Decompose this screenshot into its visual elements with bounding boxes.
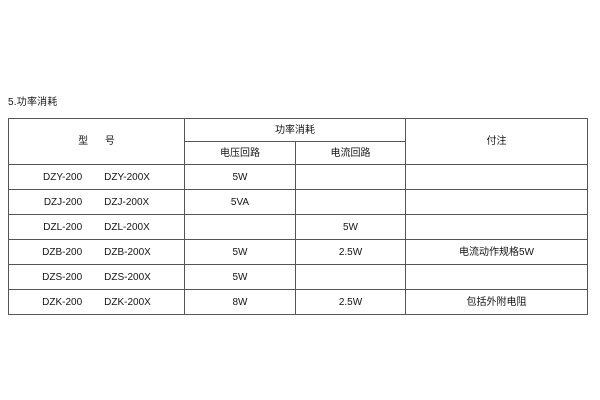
cell-voltage-circuit [184,214,296,240]
cell-model: DZB-200 DZB-200X [8,239,185,265]
cell-model: DZS-200 DZS-200X [8,264,185,290]
header-cell-power-consumption: 功率消耗 [184,118,406,142]
cell-model: DZL-200 DZL-200X [8,214,185,240]
header-cell-remark: 付注 [405,118,588,165]
cell-model-b: DZL-200X [104,221,150,233]
cell-model-a: DZK-200 [42,296,83,308]
cell-model-a: DZB-200 [42,246,83,258]
cell-model-b: DZB-200X [104,246,151,258]
cell-remark: 包括外附电阻 [405,289,588,315]
power-consumption-table: 型 号 功率消耗 付注 电压回路 电流回路 DZY-200 DZY-200X 5… [8,118,588,315]
table-row: DZS-200 DZS-200X 5W [8,264,588,290]
cell-voltage-circuit: 5W [184,264,296,290]
cell-remark: 电流动作规格5W [405,239,588,265]
cell-current-circuit [295,264,406,290]
cell-remark [405,264,588,290]
cell-remark [405,214,588,240]
table-header-row-1: 型 号 功率消耗 付注 [8,118,588,165]
cell-current-circuit [295,189,406,215]
cell-model-b: DZJ-200X [104,196,150,208]
cell-current-circuit: 2.5W [295,289,406,315]
section-title: 5.功率消耗 [8,97,58,108]
power-consumption-table-container: 型 号 功率消耗 付注 电压回路 电流回路 DZY-200 DZY-200X 5… [8,118,588,315]
cell-current-circuit: 5W [295,214,406,240]
header-label-model: 型 号 [78,136,122,147]
cell-current-circuit: 2.5W [295,239,406,265]
cell-model: DZY-200 DZY-200X [8,164,185,190]
cell-remark [405,189,588,215]
cell-voltage-circuit: 8W [184,289,296,315]
table-row: DZB-200 DZB-200X 5W 2.5W 电流动作规格5W [8,239,588,265]
cell-current-circuit [295,164,406,190]
cell-model-b: DZK-200X [104,296,151,308]
cell-model: DZK-200 DZK-200X [8,289,185,315]
cell-voltage-circuit: 5W [184,164,296,190]
header-cell-model: 型 号 [8,118,185,165]
cell-model-b: DZY-200X [104,171,150,183]
table-row: DZK-200 DZK-200X 8W 2.5W 包括外附电阻 [8,289,588,315]
header-cell-voltage-circuit: 电压回路 [184,141,296,165]
header-cell-current-circuit: 电流回路 [295,141,406,165]
cell-model-a: DZJ-200 [43,196,83,208]
table-row: DZJ-200 DZJ-200X 5VA [8,189,588,215]
cell-voltage-circuit: 5VA [184,189,296,215]
table-row: DZL-200 DZL-200X 5W [8,214,588,240]
cell-model-a: DZY-200 [43,171,83,183]
cell-remark [405,164,588,190]
cell-model-a: DZS-200 [42,271,83,283]
cell-model: DZJ-200 DZJ-200X [8,189,185,215]
table-row: DZY-200 DZY-200X 5W [8,164,588,190]
cell-model-b: DZS-200X [104,271,151,283]
cell-voltage-circuit: 5W [184,239,296,265]
cell-model-a: DZL-200 [43,221,83,233]
